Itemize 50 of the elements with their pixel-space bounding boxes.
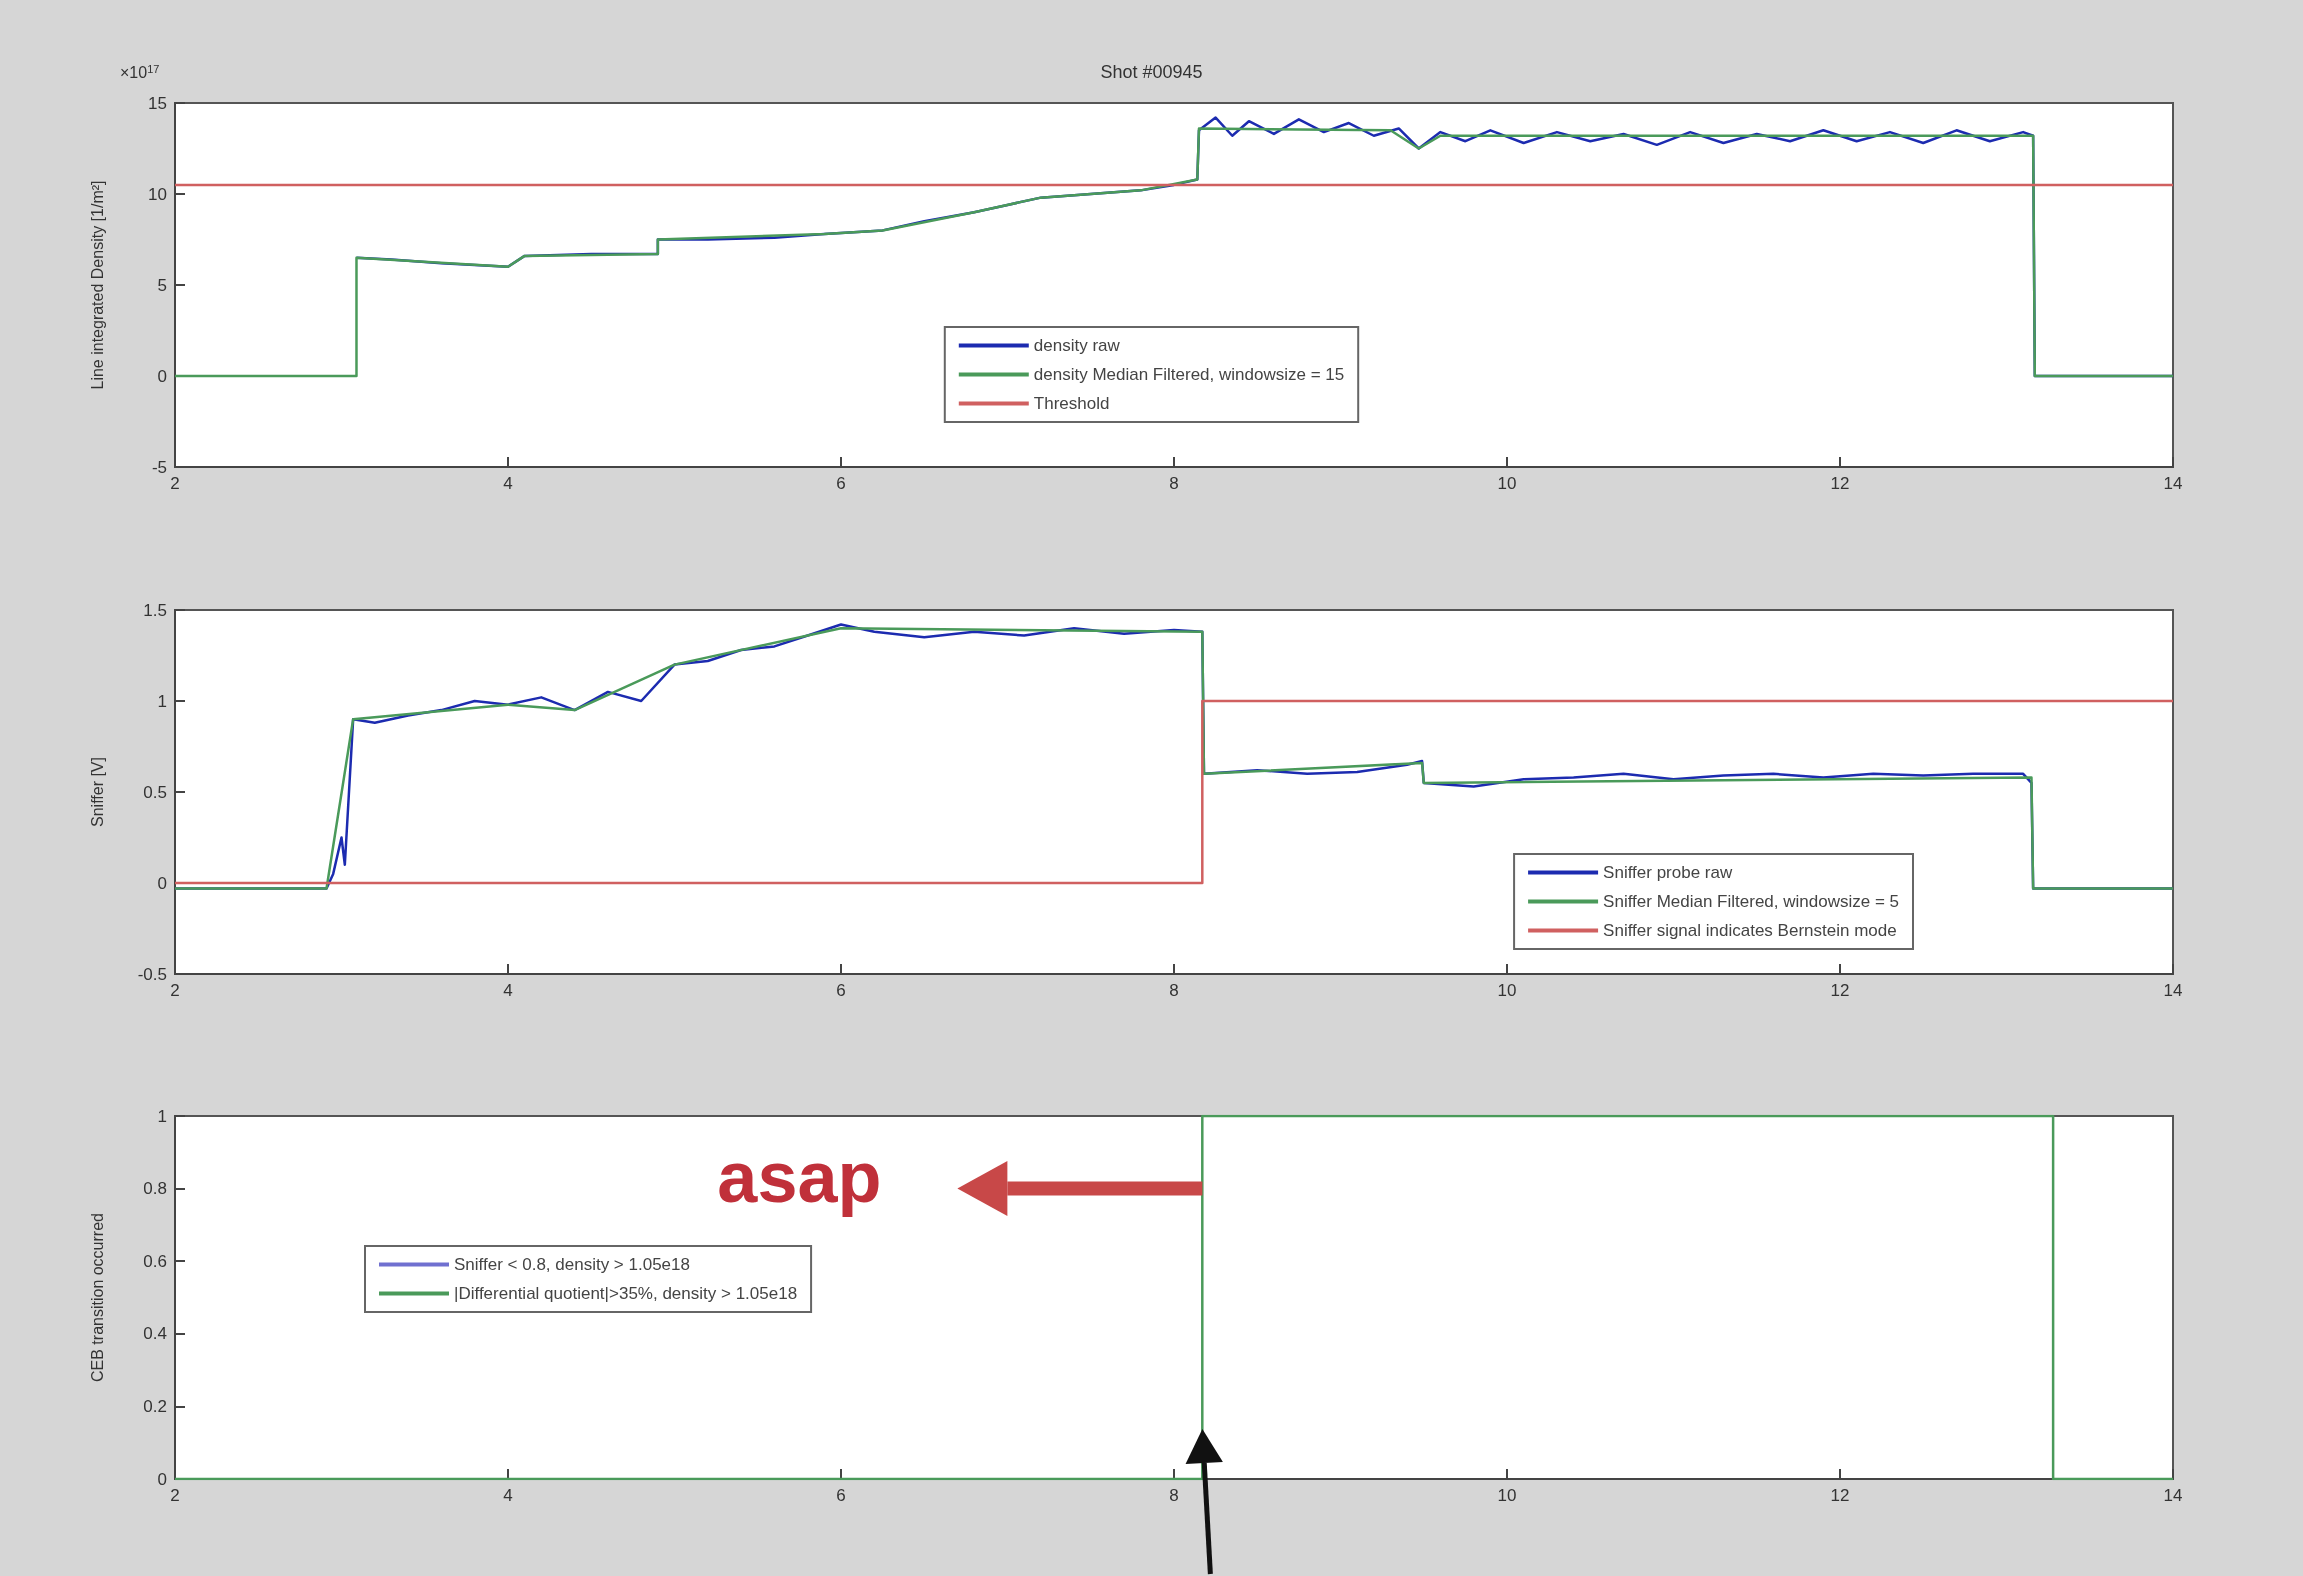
x-tick-label: 8 xyxy=(1169,474,1179,493)
legend-label: Sniffer Median Filtered, windowsize = 5 xyxy=(1603,892,1900,911)
x-tick-label: 6 xyxy=(836,474,846,493)
y-tick-label: 0.5 xyxy=(143,782,167,802)
x-tick-label: 6 xyxy=(836,981,846,1000)
legend-label: Sniffer < 0.8, density > 1.05e18 xyxy=(454,1255,690,1274)
x-tick-label: 10 xyxy=(1497,981,1517,1000)
y-tick-label: 0 xyxy=(157,1469,167,1489)
x-tick-label: 2 xyxy=(170,474,180,493)
x-tick-label: 12 xyxy=(1830,1486,1850,1505)
legend-label: density Median Filtered, windowsize = 15 xyxy=(1033,365,1345,384)
legend-label: Sniffer signal indicates Bernstein mode xyxy=(1603,921,1897,940)
y-tick-label: -5 xyxy=(151,457,167,477)
x-tick-label: 2 xyxy=(170,1486,180,1505)
x-tick-label: 2 xyxy=(170,981,180,1000)
chart-title: Shot #00945 xyxy=(1100,62,1203,82)
legend-label: |Differential quotient|>35%, density > 1.05e18 xyxy=(454,1284,798,1303)
x-tick-label: 14 xyxy=(2163,981,2183,1000)
x-tick-label: 14 xyxy=(2163,474,2183,493)
legend-label: Threshold xyxy=(1033,394,1110,413)
x-tick-label: 12 xyxy=(1830,981,1850,1000)
y-tick-label: 0.4 xyxy=(143,1324,167,1344)
y-tick-label: 1.5 xyxy=(143,600,167,620)
legend-label: density raw xyxy=(1033,336,1121,355)
x-tick-label: 4 xyxy=(503,1486,513,1505)
y-axis-title: CEB transition occurred xyxy=(88,1213,106,1382)
x-tick-label: 8 xyxy=(1169,1486,1179,1505)
y-tick-label: 10 xyxy=(148,184,167,204)
y-tick-label: -0.5 xyxy=(137,964,167,984)
x-tick-label: 10 xyxy=(1497,474,1517,493)
x-tick-label: 4 xyxy=(503,474,513,493)
x-tick-label: 6 xyxy=(836,1486,846,1505)
x-tick-label: 14 xyxy=(2163,1486,2183,1505)
y-axis-title: Sniffer [V] xyxy=(88,757,106,827)
y-axis-title: Line integrated Density [1/m²] xyxy=(88,180,106,390)
y-tick-label: 0 xyxy=(157,366,167,386)
legend-label: Sniffer probe raw xyxy=(1603,863,1733,882)
y-tick-label: 1 xyxy=(157,691,167,711)
y-tick-label: 0.6 xyxy=(143,1251,167,1271)
x-tick-label: 8 xyxy=(1169,981,1179,1000)
y-tick-label: 15 xyxy=(148,93,167,113)
x-tick-label: 10 xyxy=(1497,1486,1517,1505)
y-tick-label: 0.8 xyxy=(143,1179,167,1199)
x-tick-label: 12 xyxy=(1830,474,1850,493)
y-tick-label: 1 xyxy=(157,1106,167,1126)
y-tick-label: 5 xyxy=(157,275,167,295)
y-tick-label: 0.2 xyxy=(143,1396,167,1416)
x-tick-label: 4 xyxy=(503,981,513,1000)
annotation: asap xyxy=(717,1136,882,1217)
y-tick-label: 0 xyxy=(157,873,167,893)
